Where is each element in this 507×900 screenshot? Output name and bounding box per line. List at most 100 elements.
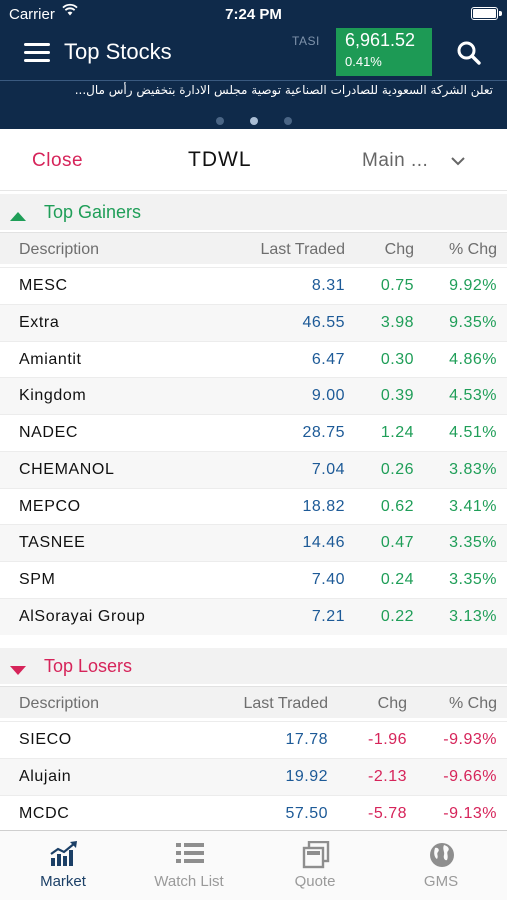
expand-up-arrow-icon	[10, 208, 26, 226]
wifi-icon	[62, 3, 78, 20]
stock-description: AlSorayai Group	[19, 607, 146, 625]
list-icon	[176, 843, 204, 863]
gainers-column-headers: Description Last Traded Chg % Chg	[0, 232, 507, 264]
stock-last-traded: 14.46	[302, 534, 345, 552]
page-dot[interactable]	[215, 117, 224, 125]
col-description: Description	[19, 695, 100, 712]
stock-change: 0.62	[380, 497, 414, 515]
stock-percent-change: 3.13%	[449, 607, 497, 625]
stock-percent-change: 3.35%	[449, 534, 497, 552]
table-row[interactable]: Kingdom 9.00 0.39 4.53%	[0, 377, 507, 414]
stock-last-traded: 18.82	[302, 497, 345, 515]
top-losers-header[interactable]: Top Losers	[0, 648, 507, 684]
exchange-label[interactable]: TDWL	[188, 148, 252, 171]
stock-change: 0.39	[380, 387, 414, 405]
chevron-down-icon	[450, 154, 466, 172]
close-button[interactable]: Close	[32, 150, 84, 171]
stock-change: 0.30	[380, 350, 414, 368]
stock-change: 0.22	[380, 607, 414, 625]
stock-last-traded: 17.78	[285, 731, 328, 748]
table-row[interactable]: TASNEE 14.46 0.47 3.35%	[0, 524, 507, 561]
news-ticker[interactable]: تعلن الشركة السعودية للصادرات الصناعية ت…	[0, 81, 507, 103]
stock-percent-change: 4.86%	[449, 350, 497, 368]
col-last-traded: Last Traded	[260, 241, 346, 258]
carrier-label: Carrier	[9, 6, 55, 23]
index-value: 6,961.52	[345, 30, 416, 50]
table-row[interactable]: SIECO 17.78 -1.96 -9.93%	[0, 721, 507, 758]
bottom-tab-bar: Market Watch List Quote GMS	[0, 830, 507, 900]
header-divider	[0, 80, 507, 81]
index-label: TASI	[292, 34, 320, 48]
battery-icon	[471, 7, 502, 20]
stock-change: 0.24	[380, 571, 414, 588]
stock-percent-change: -9.66%	[443, 767, 497, 785]
stock-last-traded: 57.50	[285, 804, 328, 822]
stock-description: Kingdom	[19, 387, 87, 405]
top-gainers-header[interactable]: Top Gainers	[0, 194, 507, 230]
quote-cards-icon	[302, 841, 330, 869]
stock-last-traded: 46.55	[302, 313, 345, 331]
top-losers-title: Top Losers	[44, 656, 133, 676]
stock-percent-change: 9.35%	[449, 313, 497, 331]
stock-change: -1.96	[368, 731, 407, 748]
table-row[interactable]: MESC 8.31 0.75 9.92%	[0, 267, 507, 304]
stock-percent-change: 9.92%	[449, 277, 497, 294]
search-icon[interactable]	[456, 40, 482, 66]
stock-description: NADEC	[19, 424, 79, 441]
stock-percent-change: 3.83%	[449, 460, 497, 478]
market-dropdown[interactable]: Main ...	[362, 150, 482, 174]
status-bar: Carrier 7:24 PM	[0, 0, 507, 28]
col-chg: Chg	[384, 241, 414, 258]
table-row[interactable]: MCDC 57.50 -5.78 -9.13%	[0, 794, 507, 832]
tab-watch-list[interactable]: Watch List	[126, 831, 252, 900]
stock-percent-change: 4.51%	[449, 424, 497, 441]
market-dropdown-value: Main ...	[362, 150, 429, 171]
col-last-traded: Last Traded	[243, 695, 329, 712]
table-row[interactable]: Amiantit 6.47 0.30 4.86%	[0, 340, 507, 378]
market-selector-bar: Close TDWL Main ...	[0, 129, 507, 191]
top-gainers-title: Top Gainers	[44, 202, 142, 222]
tab-quote[interactable]: Quote	[252, 831, 378, 900]
news-page-indicator[interactable]	[0, 112, 507, 125]
index-badge[interactable]: 6,961.52 0.41%	[336, 28, 432, 76]
table-row[interactable]: CHEMANOL 7.04 0.26 3.83%	[0, 450, 507, 488]
table-row[interactable]: NADEC 28.75 1.24 4.51%	[0, 414, 507, 451]
stock-change: 0.75	[380, 277, 414, 294]
news-headline: تعلن الشركة السعودية للصادرات الصناعية ت…	[74, 83, 493, 97]
tab-watch-list-label: Watch List	[154, 873, 224, 890]
table-row[interactable]: Alujain 19.92 -2.13 -9.66%	[0, 757, 507, 795]
page-dot[interactable]	[283, 117, 292, 125]
stock-last-traded: 7.04	[311, 460, 345, 478]
stock-change: 0.47	[380, 534, 414, 552]
nav-bar: Top Stocks TASI 6,961.52 0.41%	[0, 28, 507, 80]
tab-gms[interactable]: GMS	[378, 831, 504, 900]
hamburger-menu-icon[interactable]	[24, 43, 50, 63]
stock-last-traded: 9.00	[311, 387, 345, 405]
stock-last-traded: 6.47	[311, 350, 345, 368]
tab-market[interactable]: Market	[0, 831, 126, 900]
index-change: 0.41%	[345, 54, 382, 69]
table-row[interactable]: Extra 46.55 3.98 9.35%	[0, 303, 507, 341]
tab-gms-label: GMS	[423, 873, 459, 890]
stock-description: SPM	[19, 571, 56, 588]
stock-percent-change: -9.13%	[443, 804, 497, 822]
stock-change: 3.98	[380, 313, 414, 331]
stock-description: Extra	[19, 313, 60, 331]
page-dot-active[interactable]	[249, 117, 258, 125]
clock: 7:24 PM	[225, 6, 282, 23]
stock-percent-change: -9.93%	[443, 731, 497, 748]
stock-description: MESC	[19, 277, 68, 294]
stock-change: -2.13	[368, 767, 407, 785]
stock-description: Amiantit	[19, 350, 82, 368]
stock-description: CHEMANOL	[19, 460, 115, 478]
table-row[interactable]: MEPCO 18.82 0.62 3.41%	[0, 487, 507, 525]
stock-change: 1.24	[380, 424, 414, 441]
stock-percent-change: 4.53%	[449, 387, 497, 405]
stock-description: MCDC	[19, 804, 70, 822]
table-row[interactable]: SPM 7.40 0.24 3.35%	[0, 561, 507, 598]
table-row[interactable]: AlSorayai Group 7.21 0.22 3.13%	[0, 597, 507, 635]
stock-change: 0.26	[380, 460, 414, 478]
stock-percent-change: 3.35%	[449, 571, 497, 588]
collapse-down-arrow-icon	[10, 662, 26, 680]
